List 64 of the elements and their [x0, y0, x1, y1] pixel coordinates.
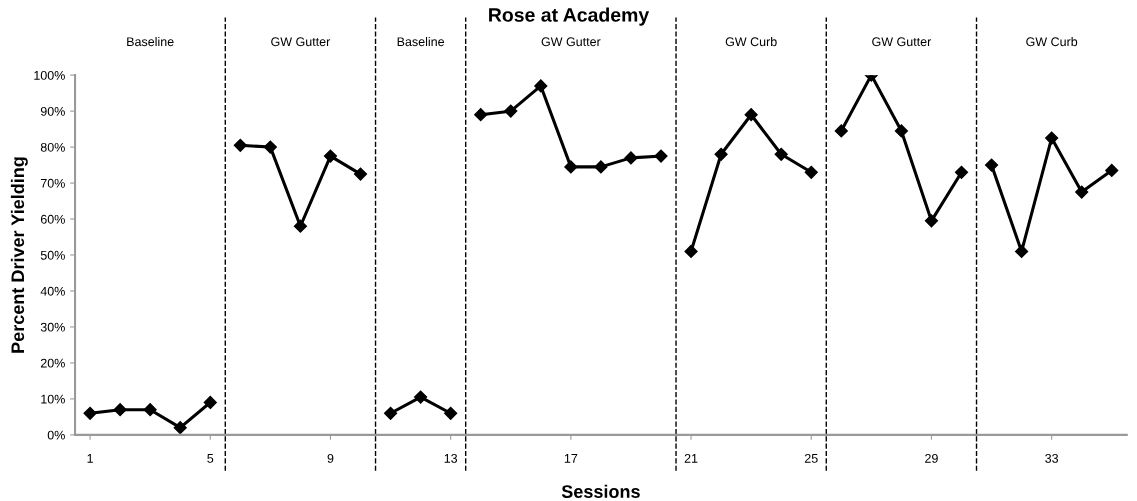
point: [293, 219, 307, 233]
y-tick-label: 50%: [40, 250, 65, 260]
y-tick-label: 90%: [40, 106, 65, 116]
x-tick-label: 29: [925, 453, 938, 463]
point: [744, 108, 758, 122]
text: GW Gutter: [872, 37, 932, 47]
y-tick-label: 20%: [40, 358, 65, 368]
point: [684, 244, 698, 259]
y-tick-label: 100%: [34, 70, 65, 80]
x-tick-label: 17: [564, 454, 578, 463]
point: [323, 149, 338, 163]
y-tick-label: 70%: [40, 178, 65, 188]
point: [954, 165, 969, 179]
text: Baseline: [127, 36, 174, 47]
chart-title: Rose at Academy: [489, 7, 650, 26]
point: [834, 124, 848, 138]
x-tick-label: 33: [1045, 453, 1059, 463]
point: [804, 165, 818, 179]
point: [414, 390, 428, 404]
y-tick-label: 30%: [40, 322, 65, 332]
point: [1105, 163, 1119, 178]
y-tick-label: 80%: [40, 142, 65, 152]
text: GW Curb: [1026, 36, 1078, 47]
point: [984, 158, 999, 172]
point: [353, 167, 368, 181]
point: [714, 147, 728, 161]
point: [383, 406, 398, 420]
point: [444, 406, 458, 420]
point: [624, 151, 638, 165]
x-tick-label: 9: [327, 453, 334, 463]
point: [233, 138, 247, 152]
point: [83, 406, 97, 420]
x-tick-label: 21: [684, 453, 698, 463]
point: [113, 403, 127, 417]
point: [534, 79, 548, 93]
point: [203, 395, 217, 410]
x-tick-label: 13: [444, 453, 458, 463]
x-tick-label: 5: [207, 454, 214, 463]
point: [173, 421, 187, 435]
point: [924, 214, 939, 228]
point: [564, 160, 578, 174]
point: [654, 149, 668, 163]
point: [894, 124, 908, 138]
x-axis-title: Sessions: [561, 484, 640, 498]
y-tick-label: 60%: [40, 214, 65, 224]
y-tick-label: 0%: [47, 430, 65, 440]
point: [1075, 185, 1089, 199]
y-tick-label: 10%: [41, 394, 65, 404]
point: [263, 140, 277, 154]
text: GW Gutter: [541, 37, 601, 47]
x-tick-label: 25: [804, 453, 818, 463]
text: Baseline: [397, 36, 445, 47]
point: [774, 147, 788, 161]
point: [594, 160, 608, 174]
y-axis-title: Percent Driver Yielding: [10, 157, 28, 353]
x-tick-label: 1: [87, 454, 93, 463]
text: GW Gutter: [271, 37, 331, 47]
point: [504, 104, 518, 118]
point: [1045, 131, 1059, 145]
point: [143, 403, 157, 417]
text: GW Curb: [725, 36, 777, 47]
y-tick-label: 40%: [40, 286, 65, 296]
point: [474, 108, 488, 122]
point: [1015, 244, 1029, 259]
